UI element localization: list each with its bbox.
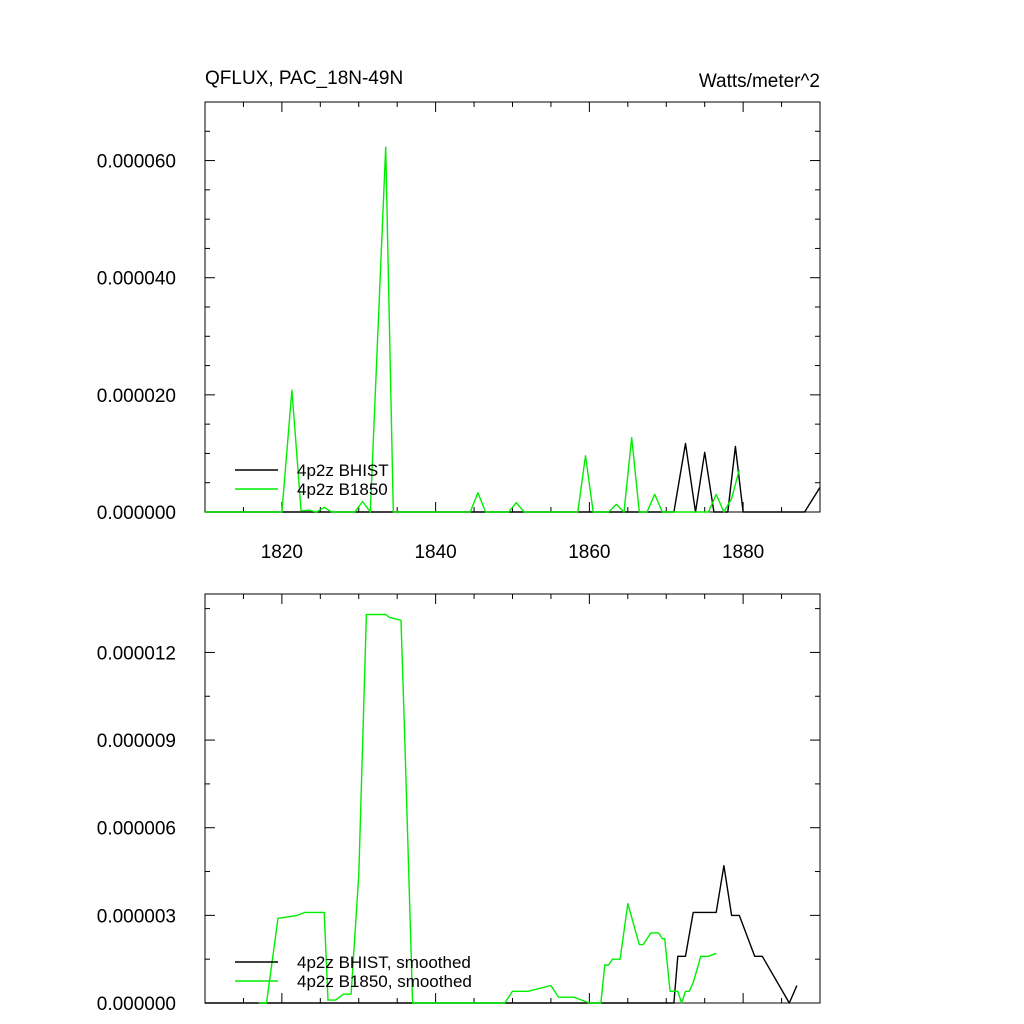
legend-label-1: 4p2z B1850 (297, 480, 388, 499)
x-tick-label: 1880 (722, 542, 764, 563)
series-line-0 (205, 865, 798, 1004)
y-tick-label: 0.000006 (97, 819, 176, 840)
units-label: Watts/meter^2 (699, 71, 820, 92)
y-tick-label: 0.000020 (97, 386, 176, 407)
y-tick-label: 0.000040 (97, 269, 176, 290)
legend-label-0: 4p2z BHIST (297, 461, 389, 480)
y-tick-label: 0.000009 (97, 731, 176, 752)
series-line-1 (205, 146, 740, 513)
y-tick-label: 0.000060 (97, 152, 176, 173)
bottom-chart: 0.000000 0.000003 0.000006 0.000009 0.000012… (97, 593, 821, 1015)
series-line-1 (258, 613, 717, 1004)
legend-label-0: 4p2z BHIST, smoothed (297, 953, 471, 972)
y-tick-label: 0.000000 (97, 503, 176, 524)
plot-frame (204, 101, 821, 513)
plot-frame (204, 593, 821, 1004)
top-chart: 1820 1840 1860 1880 0.000000 0.000020 0.000040… (97, 68, 821, 563)
y-tick-label: 0.000003 (97, 906, 176, 927)
y-tick-label: 0.000012 (97, 643, 176, 664)
x-tick-label: 1840 (414, 542, 456, 563)
x-tick-label: 1820 (261, 542, 303, 563)
legend-label-1: 4p2z B1850, smoothed (297, 972, 472, 991)
x-tick-label: 1860 (568, 542, 610, 563)
chart-title: QFLUX, PAC_18N-49N (205, 68, 403, 89)
series-line-0 (205, 442, 821, 513)
y-tick-label: 0.000000 (97, 994, 176, 1015)
